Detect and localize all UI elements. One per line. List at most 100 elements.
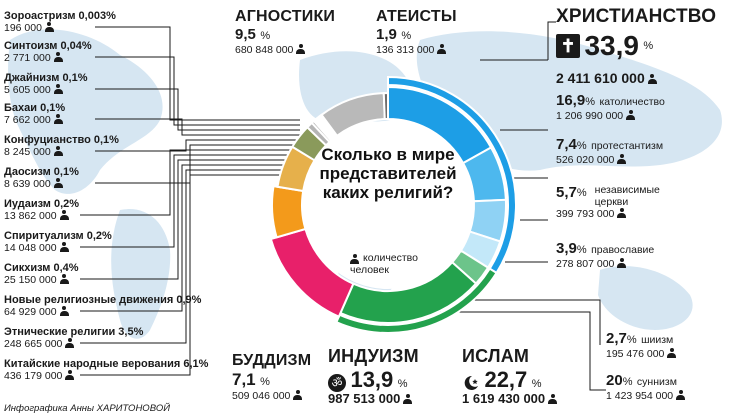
minor-religion-item: Этнические религии 3,5% 248 665 000 xyxy=(4,326,143,350)
person-icon xyxy=(59,242,69,252)
minor-religion-count: 248 665 000 xyxy=(4,338,143,350)
leader-line xyxy=(95,118,300,136)
minor-religion-name: Китайские народные верования 6,1% xyxy=(4,358,209,370)
independent-churches-label: 5,7% независимые церкви 399 793 000 xyxy=(556,184,660,220)
crescent-star-icon xyxy=(462,374,480,392)
person-icon xyxy=(626,110,636,120)
chart-title: Сколько в мире представителей каких рели… xyxy=(319,145,457,202)
slice-atheists xyxy=(382,91,389,121)
christianity-count: 2 411 610 000 xyxy=(556,70,657,86)
minor-religion-item: Иудаизм 0,2% 13 862 000 xyxy=(4,198,79,222)
minor-religion-name: Иудаизм 0,2% xyxy=(4,198,80,210)
minor-religion-count: 436 179 000 xyxy=(4,370,208,382)
leader-line xyxy=(95,144,300,184)
donut-ring xyxy=(269,75,517,334)
leader-line xyxy=(95,88,300,131)
leader-line xyxy=(80,174,300,376)
minor-religion-count: 7 662 000 xyxy=(4,114,65,126)
minor-religion-item: Джайнизм 0,1% 5 605 000 xyxy=(4,72,88,96)
atheists-label: АТЕИСТЫ 1,9 % 136 313 000 xyxy=(376,8,457,56)
slice-buddhism xyxy=(271,184,307,239)
protestantism-label: 7,4% протестантизм 526 020 000 xyxy=(556,136,664,166)
leader-line xyxy=(547,21,556,60)
person-icon xyxy=(296,44,306,54)
person-icon xyxy=(617,154,627,164)
minor-religion-name: Зороастризм 0,003% xyxy=(4,10,116,22)
person-icon xyxy=(667,348,677,358)
person-icon xyxy=(403,394,413,404)
person-icon xyxy=(65,338,75,348)
minor-religion-item: Сикхизм 0,4% 25 150 000 xyxy=(4,262,79,286)
person-icon xyxy=(53,114,63,124)
minor-religion-name: Даосизм 0,1% xyxy=(4,166,79,178)
person-icon xyxy=(548,394,558,404)
person-icon xyxy=(53,52,63,62)
minor-religion-name: Сикхизм 0,4% xyxy=(4,262,79,274)
person-icon xyxy=(437,44,447,54)
person-icon xyxy=(53,84,63,94)
catholicism-label: 16,9% католичество 1 206 990 000 xyxy=(556,92,665,122)
minor-religion-count: 14 048 000 xyxy=(4,242,112,254)
minor-religion-count: 8 245 000 xyxy=(4,146,119,158)
christianity-figures: ✝ 33,9 % xyxy=(556,30,653,62)
person-icon xyxy=(617,258,627,268)
minor-religion-count: 2 771 000 xyxy=(4,52,92,64)
minor-religion-count: 64 929 000 xyxy=(4,306,201,318)
legend-note: количество человек xyxy=(350,252,418,276)
leader-line xyxy=(80,159,300,280)
person-icon xyxy=(617,208,627,218)
minor-religion-name: Этнические религии 3,5% xyxy=(4,326,144,338)
leader-line xyxy=(80,169,300,344)
person-icon xyxy=(647,74,657,84)
person-icon xyxy=(59,210,69,220)
minor-religion-name: Спиритуализм 0,2% xyxy=(4,230,112,242)
minor-religion-count: 196 000 xyxy=(4,22,116,34)
christianity-label: ХРИСТИАНСТВО xyxy=(556,6,717,27)
buddhism-label: БУДДИЗМ 7,1 % 509 046 000 xyxy=(232,352,312,402)
leader-line xyxy=(470,299,601,345)
om-icon: ॐ xyxy=(328,373,346,392)
minor-religion-item: Даосизм 0,1% 8 639 000 xyxy=(4,166,79,190)
slice-hinduism xyxy=(269,227,355,318)
minor-religion-item: Китайские народные верования 6,1% 436 179… xyxy=(4,358,208,382)
leader-line xyxy=(95,26,300,121)
minor-religion-name: Конфуцианство 0,1% xyxy=(4,134,119,146)
leader-lines xyxy=(80,21,606,391)
leader-line xyxy=(80,164,300,312)
minor-religion-name: Джайнизм 0,1% xyxy=(4,72,88,84)
leader-line xyxy=(95,56,300,126)
person-icon xyxy=(676,390,686,400)
islam-label: ИСЛАМ 22,7 % 1 619 430 000 xyxy=(462,346,558,405)
person-icon xyxy=(293,390,303,400)
minor-religion-item: Спиритуализм 0,2% 14 048 000 xyxy=(4,230,112,254)
leader-line xyxy=(80,149,300,216)
minor-religion-item: Конфуцианство 0,1% 8 245 000 xyxy=(4,134,119,158)
minor-religion-count: 8 639 000 xyxy=(4,178,79,190)
person-icon xyxy=(59,274,69,284)
sunnism-label: 20% суннизм 1 423 954 000 xyxy=(606,372,686,402)
leader-line xyxy=(80,154,300,248)
minor-religion-item: Синтоизм 0,04% 2 771 000 xyxy=(4,40,92,64)
minor-religion-count: 25 150 000 xyxy=(4,274,79,286)
person-icon xyxy=(53,178,63,188)
bible-icon: ✝ xyxy=(556,34,580,58)
shiism-label: 2,7% шиизм 195 476 000 xyxy=(606,330,677,360)
minor-religion-count: 13 862 000 xyxy=(4,210,79,222)
minor-religion-name: Бахаи 0,1% xyxy=(4,102,66,114)
person-icon xyxy=(350,254,359,264)
person-icon xyxy=(44,22,54,32)
minor-religion-item: Зороастризм 0,003% 196 000 xyxy=(4,10,116,34)
leader-line xyxy=(440,311,606,391)
center-disc xyxy=(304,121,472,289)
leader-line xyxy=(95,139,300,152)
minor-religion-name: Синтоизм 0,04% xyxy=(4,40,92,52)
minor-religion-count: 5 605 000 xyxy=(4,84,88,96)
person-icon xyxy=(65,370,75,380)
agnostics-label: АГНОСТИКИ 9,5 % 680 848 000 xyxy=(235,8,336,56)
person-icon xyxy=(59,306,69,316)
minor-religion-item: Бахаи 0,1% 7 662 000 xyxy=(4,102,65,126)
credit: Инфографика Анны ХАРИТОНОВОЙ xyxy=(4,403,171,414)
person-icon xyxy=(53,146,63,156)
